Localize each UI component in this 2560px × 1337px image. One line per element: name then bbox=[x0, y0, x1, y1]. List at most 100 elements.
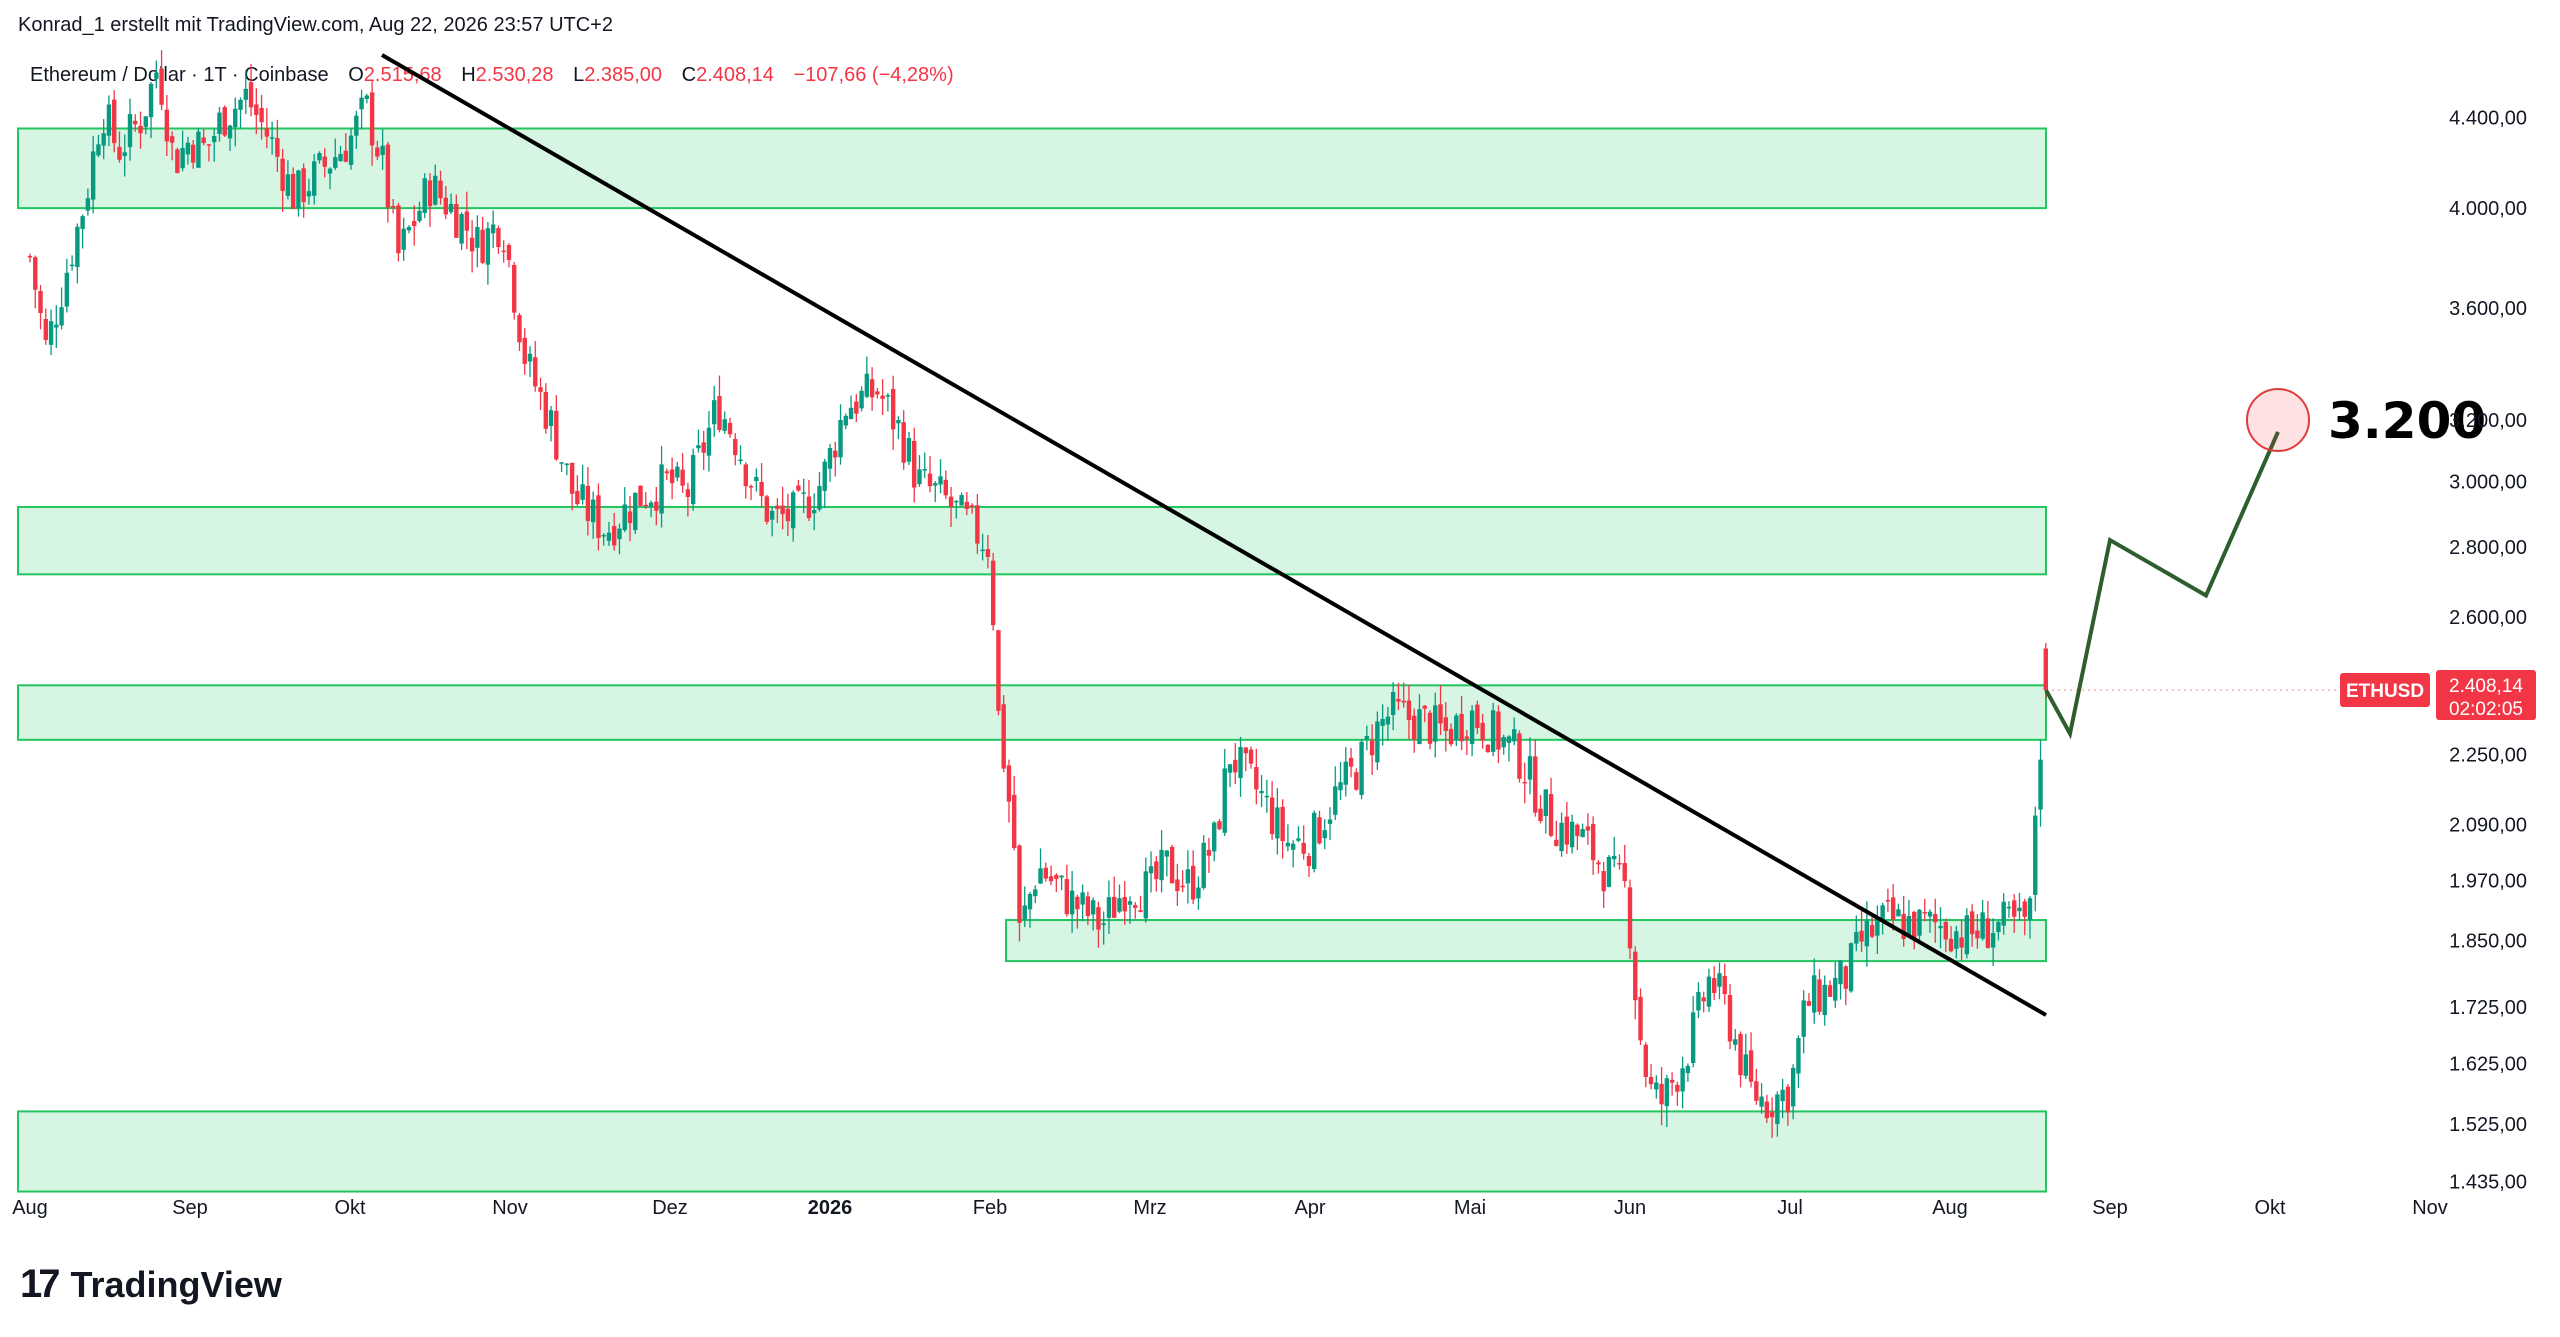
target-circle[interactable] bbox=[2246, 388, 2310, 453]
x-tick-label-1: Sep bbox=[172, 1197, 208, 1219]
candle-body-137 bbox=[748, 486, 754, 488]
candle-body-184 bbox=[996, 630, 1001, 711]
candle-body-197 bbox=[1064, 879, 1070, 915]
candle-body-206 bbox=[1112, 896, 1117, 918]
candle-body-315 bbox=[1685, 1065, 1691, 1074]
candle-body-305 bbox=[1633, 951, 1638, 1001]
candle-body-328 bbox=[1754, 1081, 1759, 1101]
candle-body-169 bbox=[917, 469, 922, 485]
candle-body-201 bbox=[1085, 896, 1091, 917]
candle-body-23 bbox=[148, 83, 154, 118]
candle-body-177 bbox=[959, 495, 964, 506]
candle-body-285 bbox=[1527, 756, 1533, 780]
candle-body-10 bbox=[80, 216, 85, 229]
candle-body-230 bbox=[1238, 746, 1243, 779]
time-axis[interactable]: Aug Sep Okt Nov Dez 2026 Feb Mrz Apr Mai Jun Jul Aug… bbox=[12, 1197, 2448, 1219]
candle-body-256 bbox=[1375, 721, 1380, 763]
x-tick-label-13: Sep bbox=[2092, 1197, 2128, 1219]
candle-body-174 bbox=[943, 479, 948, 496]
candle-body-185 bbox=[1001, 704, 1006, 769]
candle-body-372 bbox=[1985, 918, 1991, 948]
candle-body-85 bbox=[475, 227, 480, 248]
candle-body-112 bbox=[617, 528, 622, 540]
tradingview-logo[interactable]: 17 TradingView bbox=[20, 1262, 282, 1307]
price-tag-bg bbox=[2436, 669, 2536, 720]
candle-body-3 bbox=[43, 319, 48, 340]
candle-body-130 bbox=[712, 400, 717, 425]
candle-body-361 bbox=[1927, 911, 1933, 917]
candle-body-252 bbox=[1354, 772, 1359, 790]
candle-body-242 bbox=[1301, 842, 1306, 854]
candle-body-93 bbox=[517, 315, 522, 343]
candle-body-125 bbox=[685, 489, 691, 498]
candle-body-37 bbox=[222, 107, 227, 136]
candle-body-274 bbox=[1469, 710, 1475, 744]
x-tick-label-4: Dez bbox=[652, 1197, 688, 1219]
candle-body-152 bbox=[827, 447, 833, 469]
candle-body-53 bbox=[306, 191, 312, 197]
candle-body-92 bbox=[512, 265, 517, 313]
zone-2 bbox=[17, 684, 2047, 741]
candle-body-77 bbox=[433, 175, 438, 205]
price-axis[interactable]: 4.400,00 4.000,00 3.600,00 3.200,00 3.000,00… bbox=[2449, 108, 2527, 1194]
candle-body-284 bbox=[1522, 781, 1527, 784]
symbol-legend[interactable]: Ethereum / Dollar · 1T · Coinbase O2.515… bbox=[30, 64, 968, 87]
tradingview-wordmark: TradingView bbox=[70, 1263, 282, 1305]
candle-body-13 bbox=[96, 144, 101, 156]
candle-body-329 bbox=[1759, 1096, 1764, 1107]
candle-body-239 bbox=[1285, 842, 1291, 847]
candle-body-32 bbox=[196, 131, 201, 168]
x-tick-label-5: 2026 bbox=[808, 1197, 853, 1219]
close-value: 2.408,14 bbox=[696, 64, 774, 86]
candle-body-202 bbox=[1090, 900, 1096, 915]
downtrend-line[interactable] bbox=[381, 53, 2047, 1017]
candle-body-6 bbox=[59, 307, 64, 326]
candle-body-115 bbox=[633, 492, 638, 531]
candle-body-142 bbox=[775, 505, 780, 510]
candle-body-310 bbox=[1659, 1083, 1664, 1105]
candle-body-232 bbox=[1248, 749, 1254, 764]
candle-body-86 bbox=[480, 229, 485, 263]
candle-body-9 bbox=[75, 226, 80, 268]
candle-body-182 bbox=[985, 548, 991, 557]
candle-body-218 bbox=[1175, 879, 1180, 892]
candle-body-244 bbox=[1312, 812, 1317, 870]
candle-body-273 bbox=[1464, 736, 1470, 739]
candle-body-362 bbox=[1933, 913, 1938, 923]
candle-body-38 bbox=[227, 125, 233, 139]
candle-body-283 bbox=[1517, 733, 1522, 779]
candle-body-287 bbox=[1538, 808, 1543, 822]
candle-body-245 bbox=[1317, 817, 1322, 844]
candle-body-332 bbox=[1775, 1094, 1780, 1124]
candle-body-80 bbox=[448, 203, 454, 213]
candle-body-149 bbox=[812, 509, 817, 514]
symbol-title[interactable]: Ethereum / Dollar · 1T · Coinbase bbox=[30, 64, 329, 86]
candle-body-369 bbox=[1969, 911, 1975, 935]
candle-body-1 bbox=[33, 257, 38, 290]
candle-body-48 bbox=[280, 158, 285, 191]
x-tick-label-9: Mai bbox=[1454, 1197, 1486, 1219]
candle-body-365 bbox=[1948, 938, 1954, 952]
candle-body-277 bbox=[1485, 744, 1491, 753]
projection-path[interactable] bbox=[2044, 431, 2280, 740]
y-tick-label-4: 3.000,00 bbox=[2449, 471, 2527, 493]
candle-body-271 bbox=[1454, 715, 1459, 740]
candle-body-59 bbox=[338, 153, 343, 162]
candle-body-136 bbox=[743, 464, 748, 487]
chart-credit: Konrad_1 erstellt mit TradingView.com, A… bbox=[18, 14, 613, 36]
candle-body-95 bbox=[527, 353, 533, 362]
y-tick-label-9: 1.970,00 bbox=[2449, 871, 2527, 893]
candle-body-373 bbox=[1990, 933, 1996, 948]
candle-body-111 bbox=[612, 525, 617, 546]
candle-body-317 bbox=[1696, 992, 1701, 1011]
candle-body-303 bbox=[1622, 863, 1627, 882]
candle-body-250 bbox=[1343, 761, 1348, 785]
candle-body-290 bbox=[1554, 839, 1559, 847]
candle-body-312 bbox=[1669, 1079, 1675, 1083]
y-tick-label-10: 1.850,00 bbox=[2449, 930, 2527, 952]
candle-body-133 bbox=[727, 422, 733, 435]
candle-body-264 bbox=[1417, 709, 1422, 744]
candle-body-243 bbox=[1306, 856, 1312, 866]
candle-body-157 bbox=[854, 401, 859, 414]
